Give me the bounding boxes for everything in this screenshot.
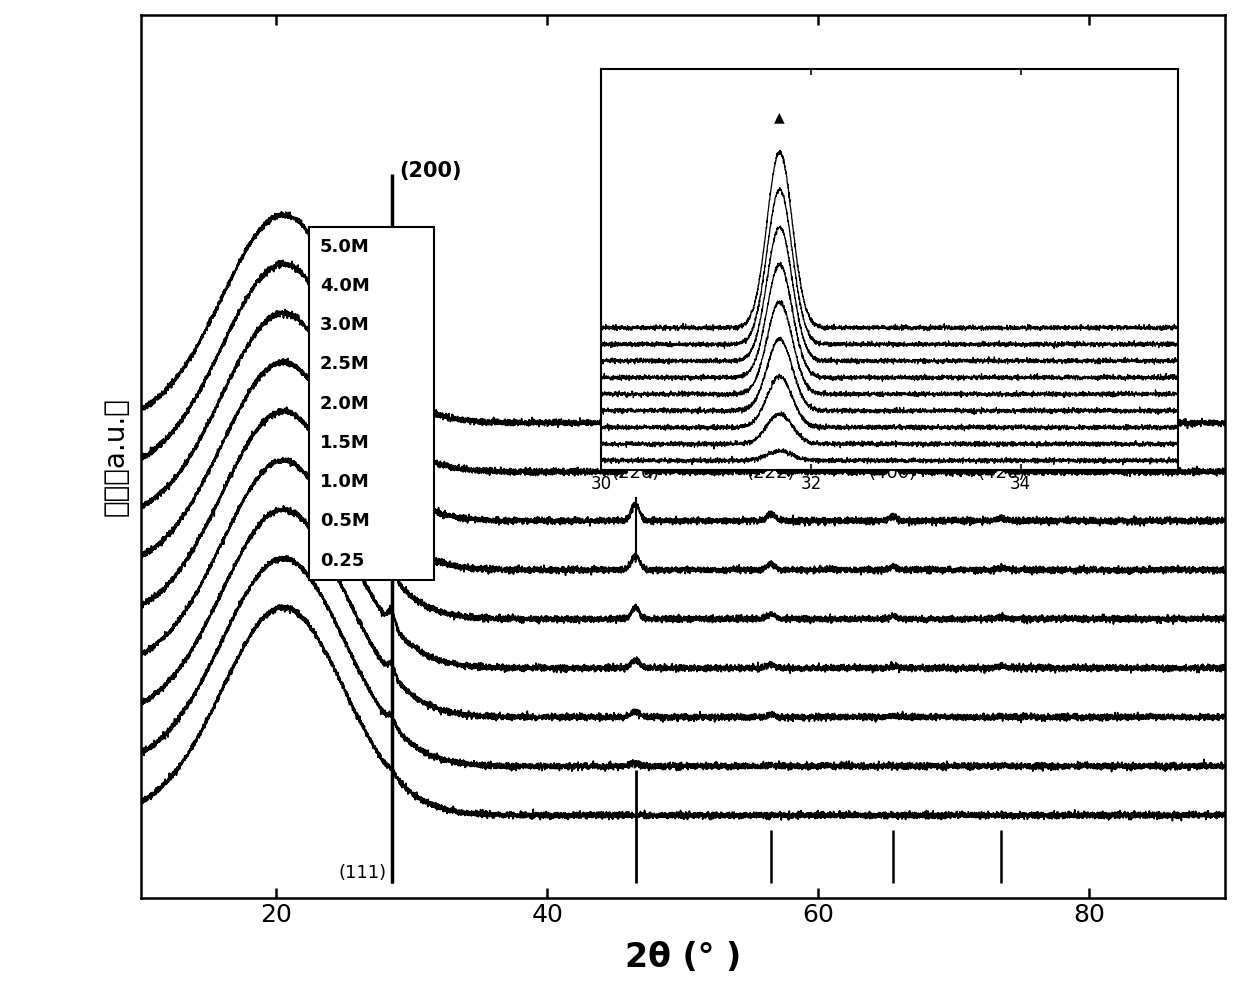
Text: (200): (200) <box>399 160 463 181</box>
Y-axis label: 强度（a.u.）: 强度（a.u.） <box>102 398 130 516</box>
Text: 4.0M: 4.0M <box>320 277 370 295</box>
Text: 1.0M: 1.0M <box>320 473 370 492</box>
X-axis label: 2θ (° ): 2θ (° ) <box>625 941 742 974</box>
Text: 0.25: 0.25 <box>320 552 365 570</box>
Text: (400): (400) <box>869 464 918 483</box>
Text: 0.5M: 0.5M <box>320 512 370 530</box>
Text: 2.0M: 2.0M <box>320 395 370 412</box>
Text: 1.5M: 1.5M <box>320 434 370 452</box>
Text: 5.0M: 5.0M <box>320 237 370 255</box>
Text: (220): (220) <box>611 464 660 483</box>
Text: (222): (222) <box>746 464 795 483</box>
Text: ▲: ▲ <box>774 111 785 125</box>
Bar <box>309 227 434 581</box>
Text: (111): (111) <box>339 864 386 882</box>
Text: (420): (420) <box>977 464 1025 483</box>
Text: 2.5M: 2.5M <box>320 355 370 374</box>
Text: 3.0M: 3.0M <box>320 316 370 334</box>
